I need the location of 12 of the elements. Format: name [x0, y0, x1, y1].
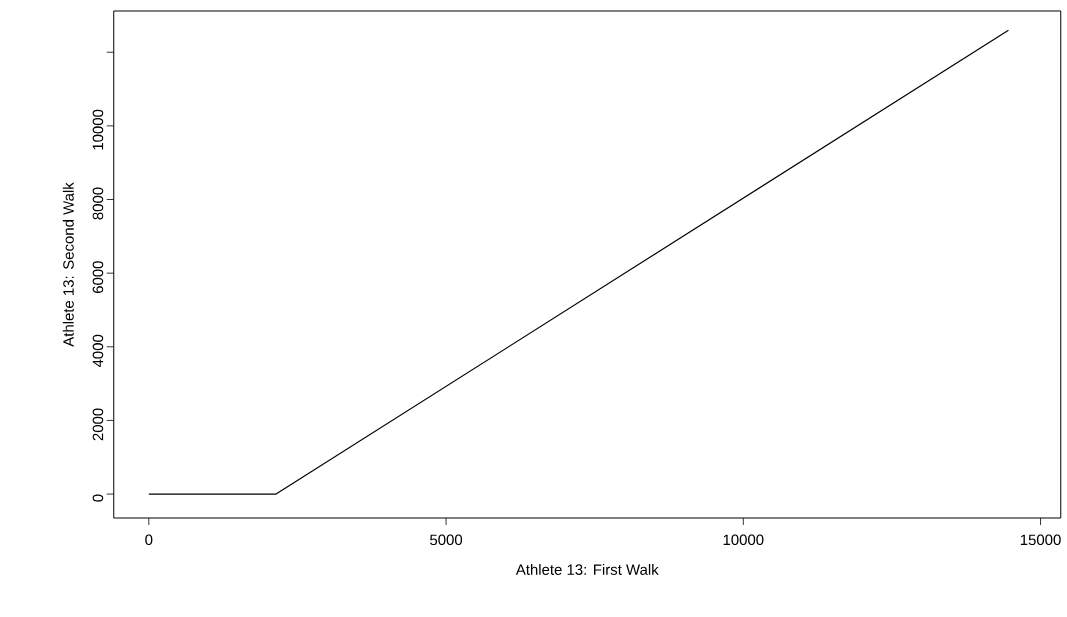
y-axis-title: Athlete 13: Second Walk — [62, 182, 74, 347]
x-axis-title: Athlete 13: First Walk — [515, 563, 659, 575]
y-tick-label: 2000 — [92, 408, 104, 441]
x-tick-label: 10000 — [723, 534, 764, 546]
y-tick-label: 6000 — [92, 261, 104, 294]
x-tick-label: 15000 — [1020, 534, 1061, 546]
y-tick-label: 8000 — [92, 187, 104, 220]
y-tick-label: 10000 — [92, 109, 104, 150]
x-tick-label: 5000 — [430, 534, 463, 546]
y-tick-label: 0 — [92, 494, 104, 502]
x-tick-label: 0 — [145, 534, 153, 546]
y-tick-label: 4000 — [92, 334, 104, 368]
